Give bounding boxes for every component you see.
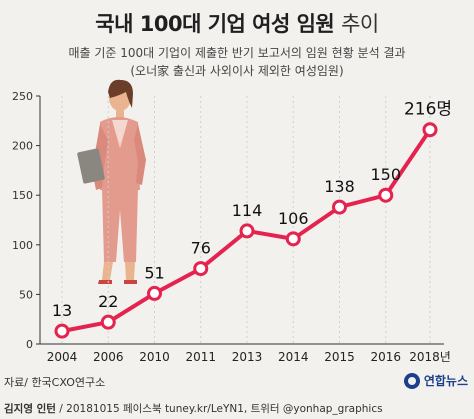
chart-title: 국내 100대 기업 여성 임원 추이 (0, 8, 474, 38)
data-point (422, 122, 438, 138)
subtitle-line-1: 매출 기준 100대 기업이 제출한 반기 보고서의 임원 현황 분석 결과 (68, 46, 406, 60)
source-note: 자료/ 한국CXO연구소 (4, 376, 106, 389)
businesswoman-illustration (77, 79, 146, 284)
grid-layer (61, 96, 431, 344)
chart-title-accent: 추이 (341, 12, 379, 36)
x-tick-label: 2010 (139, 350, 170, 364)
data-label: 76 (191, 239, 211, 258)
data-point (332, 199, 347, 215)
yonhap-logo-icon (403, 372, 420, 389)
data-point (285, 231, 301, 247)
x-tick-label: 2014 (278, 350, 309, 364)
chart-title-main: 국내 100대 기업 여성 임원 (95, 12, 335, 36)
data-label: 51 (144, 263, 164, 282)
x-tick-label: 2016 (370, 350, 401, 364)
credit-details: / 20181015 페이스북 tuney.kr/LeYN1, 트위터 @yon… (55, 403, 383, 415)
x-tick-label: 2015 (324, 350, 355, 364)
credit-name: 김지영 인턴 (4, 403, 56, 415)
label-layer: 13 22 51 76 114 106 138 150 216명 (52, 100, 452, 320)
y-tick-label: 250 (12, 90, 33, 103)
x-tick-label: 2013 (232, 350, 263, 364)
data-label: 106 (278, 209, 309, 228)
data-point (239, 223, 255, 239)
data-point (54, 323, 70, 339)
credit-line: 김지영 인턴 / 20181015 페이스북 tuney.kr/LeYN1, 트… (4, 401, 383, 416)
footer: 김지영 인턴 / 20181015 페이스북 tuney.kr/LeYN1, 트… (0, 400, 474, 419)
x-tick-label: 2004 (47, 350, 78, 364)
y-tick-label: 0 (26, 338, 33, 351)
chart-subtitle: 매출 기준 100대 기업이 제출한 반기 보고서의 임원 현황 분석 결과 (… (0, 44, 474, 80)
series-layer (54, 122, 438, 339)
yonhap-logo-text: 연합뉴스 (423, 374, 468, 388)
y-tick-label: 100 (12, 239, 33, 252)
data-label: 22 (98, 292, 118, 311)
data-point (100, 314, 116, 330)
data-point (193, 261, 209, 277)
data-label: 114 (232, 201, 263, 220)
yonhap-logo: 연합뉴스 (403, 372, 468, 389)
y-tick-label: 50 (19, 288, 33, 301)
subtitle-line-2: (오너家 출신과 사외이사 제외한 여성임원) (130, 64, 344, 78)
x-tick-label: 2006 (93, 350, 124, 364)
x-tick-label: 2018년 (409, 350, 451, 364)
data-label: 216명 (404, 100, 452, 120)
data-label: 138 (324, 177, 355, 196)
data-label: 13 (52, 301, 72, 320)
x-tick-label: 2011 (185, 350, 216, 364)
data-label: 150 (370, 165, 401, 184)
y-tick-label: 150 (12, 189, 33, 202)
data-point (378, 187, 394, 203)
data-point (147, 285, 162, 301)
axis-layer: 0 50 100 150 200 250 2004 2006 2010 2011 2013 2014 2… (12, 90, 451, 364)
y-tick-label: 200 (12, 140, 33, 153)
